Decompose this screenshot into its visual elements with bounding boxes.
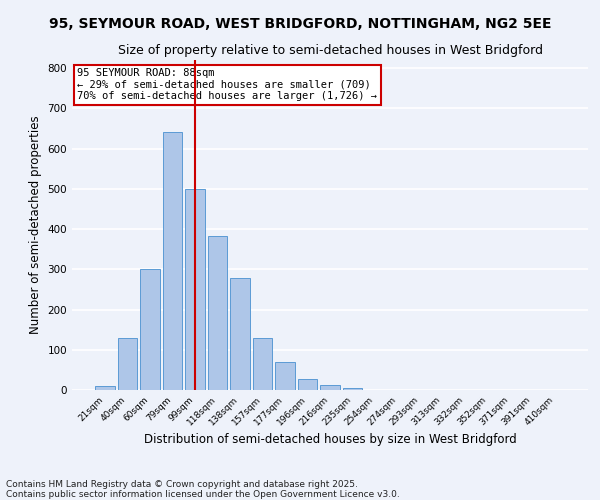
Bar: [275, 362, 295, 390]
Text: Contains HM Land Registry data © Crown copyright and database right 2025.
Contai: Contains HM Land Registry data © Crown c…: [6, 480, 400, 499]
Title: Size of property relative to semi-detached houses in West Bridgford: Size of property relative to semi-detach…: [118, 44, 542, 58]
Text: 95 SEYMOUR ROAD: 88sqm
← 29% of semi-detached houses are smaller (709)
70% of se: 95 SEYMOUR ROAD: 88sqm ← 29% of semi-det…: [77, 68, 377, 102]
Y-axis label: Number of semi-detached properties: Number of semi-detached properties: [29, 116, 42, 334]
Bar: [95, 386, 115, 390]
Bar: [253, 338, 272, 390]
Text: 95, SEYMOUR ROAD, WEST BRIDGFORD, NOTTINGHAM, NG2 5EE: 95, SEYMOUR ROAD, WEST BRIDGFORD, NOTTIN…: [49, 18, 551, 32]
Bar: [343, 388, 362, 390]
Bar: [140, 270, 160, 390]
Bar: [320, 385, 340, 390]
Bar: [230, 278, 250, 390]
Bar: [208, 236, 227, 390]
Bar: [163, 132, 182, 390]
Bar: [298, 378, 317, 390]
Bar: [185, 189, 205, 390]
Bar: [118, 338, 137, 390]
X-axis label: Distribution of semi-detached houses by size in West Bridgford: Distribution of semi-detached houses by …: [143, 432, 517, 446]
